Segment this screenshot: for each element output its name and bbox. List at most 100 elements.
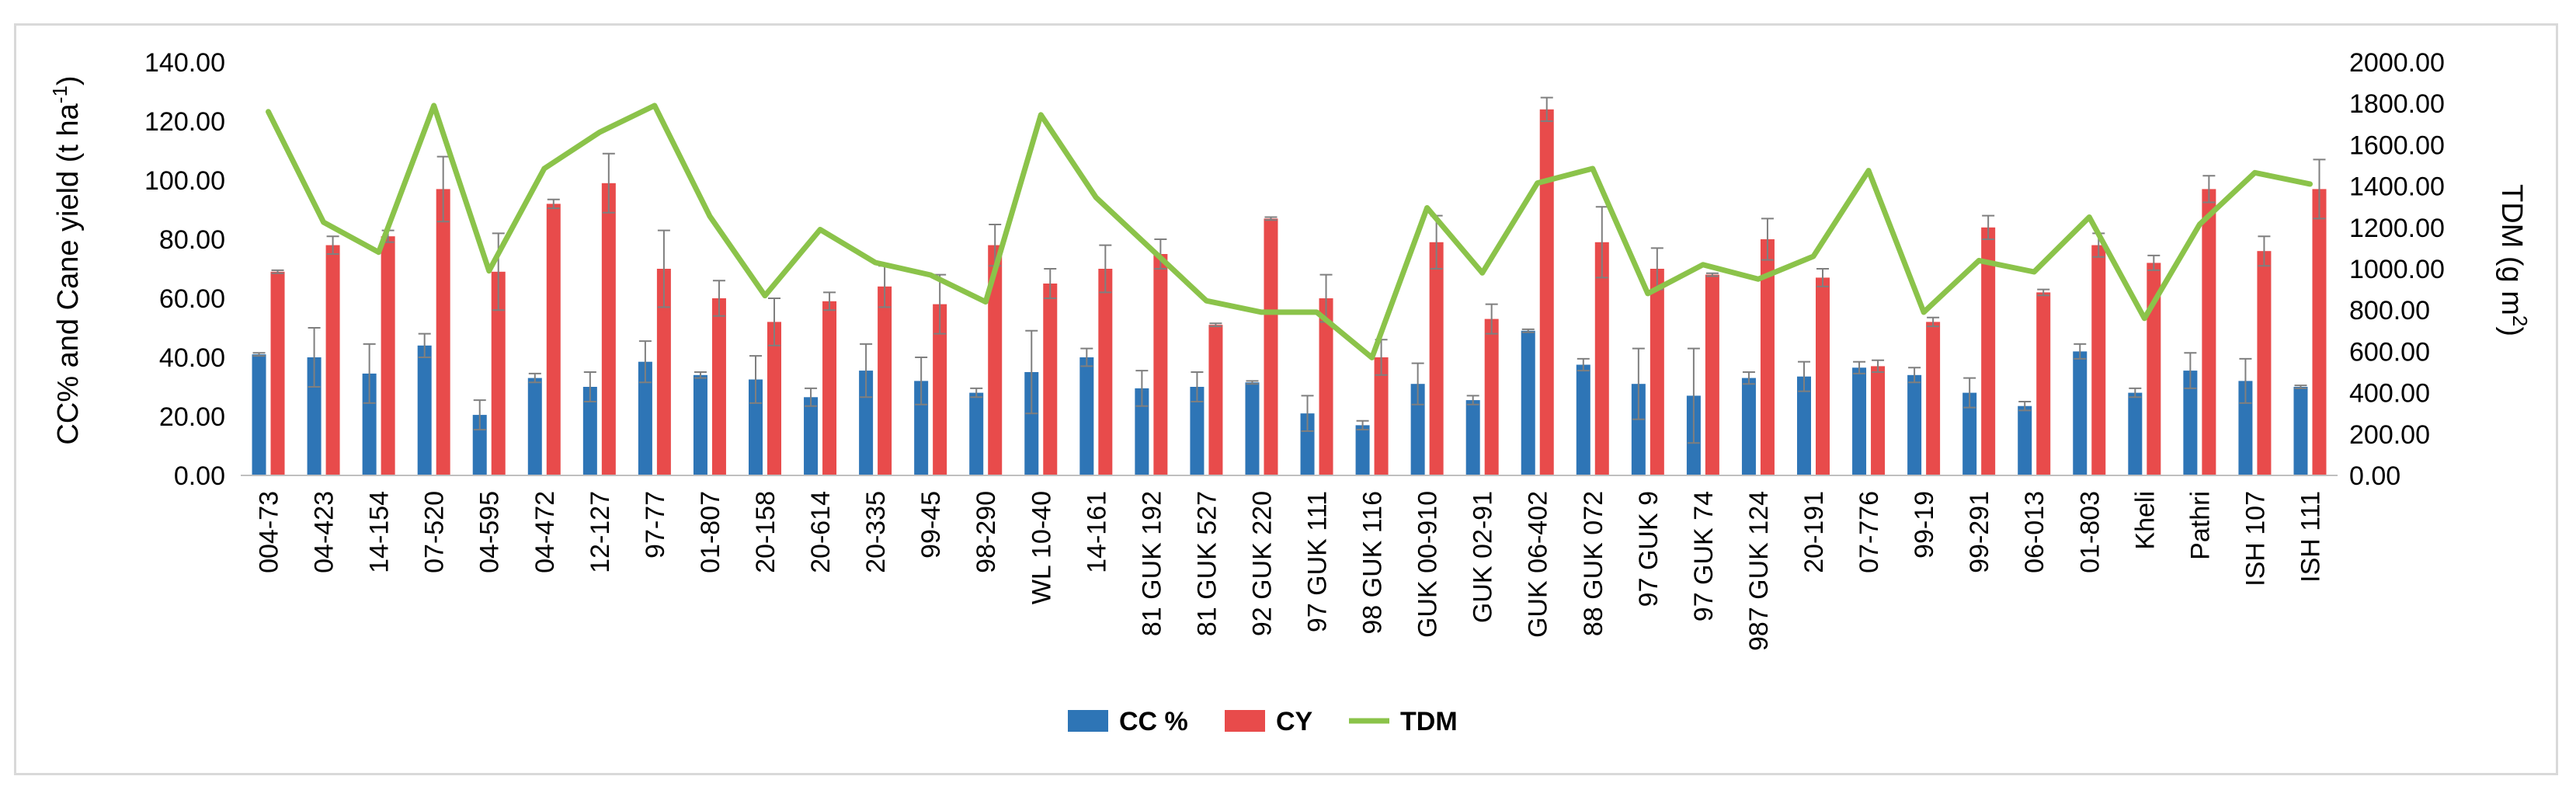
bar-cc <box>638 361 652 475</box>
bar-cc <box>1741 378 1756 475</box>
y-tick-label: 80.00 <box>159 225 225 255</box>
bar-cy <box>2091 245 2106 475</box>
y2-tick-label: 1400.00 <box>2349 172 2445 202</box>
bar-cc <box>417 345 432 475</box>
bar-cy <box>1650 269 1664 475</box>
x-tick-label: Kheli <box>2130 491 2160 550</box>
y2-tick-label: 1800.00 <box>2349 89 2445 119</box>
bar-cc <box>1631 384 1646 475</box>
bar-cy <box>1539 109 1554 476</box>
y-tick-label: 0.00 <box>174 461 225 491</box>
x-tick-labels: 004-73 04-423 14-154 07-520 04-595 04-472 12-1… <box>255 491 2326 651</box>
bar-cc <box>2128 392 2143 475</box>
x-tick-label: 04-595 <box>475 491 505 573</box>
bar-cc <box>1521 330 1535 475</box>
x-tick-label: 99-45 <box>916 491 946 559</box>
x-tick-label: 004-73 <box>255 491 284 573</box>
x-tick-label: 98-290 <box>972 491 1001 573</box>
bar-cc <box>1245 382 1260 475</box>
x-tick-label: 07-776 <box>1855 491 1884 573</box>
bar-cy <box>325 245 340 475</box>
bar-cy <box>2312 189 2327 475</box>
x-tick-label: 20-614 <box>806 491 836 573</box>
y2-tick-label: 1200.00 <box>2349 214 2445 243</box>
left-y-axis-title: CC% and Cane yield (t ha-1) <box>48 75 85 444</box>
bar-cy <box>1043 284 1058 475</box>
bar-cy <box>1374 357 1389 475</box>
bar-cy <box>988 245 1003 475</box>
bar-cy <box>546 204 561 475</box>
x-tick-label: 20-191 <box>1799 491 1829 573</box>
x-tick-label: 20-335 <box>861 491 891 573</box>
y2-tick-label: 400.00 <box>2349 379 2430 409</box>
bar-cc <box>1410 384 1425 475</box>
x-tick-label: 06-013 <box>2020 491 2049 573</box>
x-tick-label: ISH 111 <box>2296 491 2326 583</box>
x-tick-label: Pathri <box>2185 491 2215 560</box>
x-tick-label: GUK 02-91 <box>1469 491 1498 623</box>
bar-cy <box>1484 318 1499 475</box>
left-y-ticks: 0.00 20.00 40.00 60.00 80.00 100.00 120.00 140.… <box>144 48 225 491</box>
x-tick-label: GUK 00-910 <box>1413 491 1443 638</box>
bar-cy <box>1981 227 1996 475</box>
bar-cc <box>1024 372 1039 475</box>
bar-cc <box>252 354 266 475</box>
bar-cy <box>1926 322 1941 475</box>
bar-cc <box>1852 367 1867 475</box>
y2-tick-label: 1600.00 <box>2349 131 2445 160</box>
bar-cy <box>2257 251 2272 475</box>
bar-cy <box>270 271 285 475</box>
x-tick-label: 14-161 <box>1082 491 1111 573</box>
bar-cy <box>491 271 506 475</box>
legend-label: CC % <box>1119 707 1188 736</box>
y2-tick-label: 0.00 <box>2349 461 2400 491</box>
bar-cc <box>1907 374 1922 475</box>
bar-cc <box>2073 351 2088 475</box>
x-tick-label: 97-77 <box>641 491 670 559</box>
x-tick-label: 07-520 <box>420 491 450 573</box>
right-y-axis-title: TDM (g m2) <box>2495 184 2532 336</box>
bars-group <box>252 109 2327 476</box>
x-tick-label: 01-807 <box>696 491 725 573</box>
bar-cc <box>804 397 819 475</box>
x-tick-label: 97 GUK 74 <box>1689 491 1719 621</box>
legend: CC % CY TDM <box>1068 707 1458 736</box>
x-tick-label: 14-154 <box>365 491 395 573</box>
y2-tick-label: 600.00 <box>2349 337 2430 367</box>
x-tick-label: 04-423 <box>310 491 339 573</box>
bar-cy <box>601 183 616 476</box>
bar-cy <box>656 269 671 475</box>
svg-text:CC% and Cane yield (t ha-1): CC% and Cane yield (t ha-1) <box>48 75 85 444</box>
x-tick-label: 99-19 <box>1910 491 1939 559</box>
legend-label: TDM <box>1400 707 1458 736</box>
bar-cc <box>527 378 542 475</box>
bar-cy <box>381 236 395 475</box>
bar-cc <box>2238 381 2253 475</box>
bar-cc <box>1079 357 1094 475</box>
legend-label: CY <box>1276 707 1313 736</box>
svg-text:TDM (g m2): TDM (g m2) <box>2495 184 2532 336</box>
bar-cy <box>2202 189 2216 475</box>
bar-cc <box>1135 388 1149 475</box>
legend-swatch <box>1225 710 1265 732</box>
x-tick-label: 98 GUK 116 <box>1358 491 1388 635</box>
y2-tick-label: 2000.00 <box>2349 48 2445 78</box>
y-tick-label: 20.00 <box>159 402 225 432</box>
y2-tick-label: 200.00 <box>2349 420 2430 450</box>
bar-cc <box>1962 392 1977 475</box>
y-tick-label: 140.00 <box>144 48 225 78</box>
bar-cy <box>1319 298 1333 475</box>
bar-cy <box>436 189 450 475</box>
bar-cy <box>1208 325 1223 475</box>
bar-cy <box>933 304 947 475</box>
bar-cy <box>711 298 726 475</box>
bar-cy <box>1871 366 1886 475</box>
bar-cc <box>1465 400 1480 475</box>
bar-cy <box>1098 269 1113 475</box>
legend-swatch <box>1068 710 1108 732</box>
bar-cc <box>1797 376 1811 475</box>
x-tick-label: GUK 06-402 <box>1524 491 1553 638</box>
bar-cc <box>2183 371 2198 475</box>
x-tick-label: 97 GUK 9 <box>1634 491 1663 607</box>
bar-cc <box>362 373 377 475</box>
